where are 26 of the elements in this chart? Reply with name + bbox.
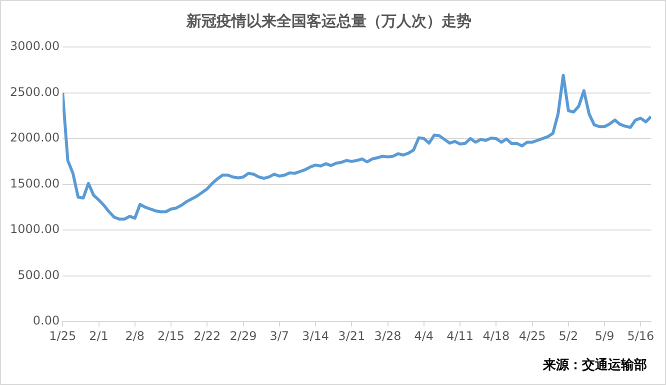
x-tick-label: 5/9 (594, 328, 614, 343)
y-tick-label: 2000.00 (10, 130, 60, 145)
x-tick-label: 4/18 (482, 328, 510, 343)
source-note: 来源：交通运输部 (543, 356, 647, 374)
chart-title: 新冠疫情以来全国客运总量（万人次）走势 (186, 12, 472, 30)
y-tick-label: 500.00 (18, 268, 60, 282)
x-tick-label: 4/25 (518, 328, 546, 343)
y-tick-label: 1500.00 (10, 176, 60, 190)
x-tick-label: 4/11 (446, 328, 474, 343)
x-tick-label: 3/28 (374, 328, 402, 343)
x-tick-label: 2/8 (125, 328, 145, 343)
x-tick-label: 2/22 (194, 328, 221, 343)
y-tick-label: 0.00 (32, 314, 60, 328)
x-tick-label: 3/7 (270, 328, 290, 343)
y-tick-label: 1000.00 (10, 222, 60, 236)
x-tick-label: 4/4 (414, 328, 434, 343)
x-tick-label: 3/14 (302, 328, 329, 343)
x-tick-label: 3/21 (338, 328, 366, 343)
x-tick-label: 5/2 (558, 328, 578, 343)
y-tick-label: 3000.00 (10, 39, 60, 54)
y-tick-label: 2500.00 (10, 84, 60, 99)
x-tick-label: 5/16 (627, 328, 654, 343)
x-tick-label: 2/1 (89, 328, 108, 343)
x-tick-label: 2/15 (158, 328, 184, 343)
x-tick-label: 2/29 (230, 328, 257, 343)
x-tick-label: 1/25 (49, 328, 76, 343)
